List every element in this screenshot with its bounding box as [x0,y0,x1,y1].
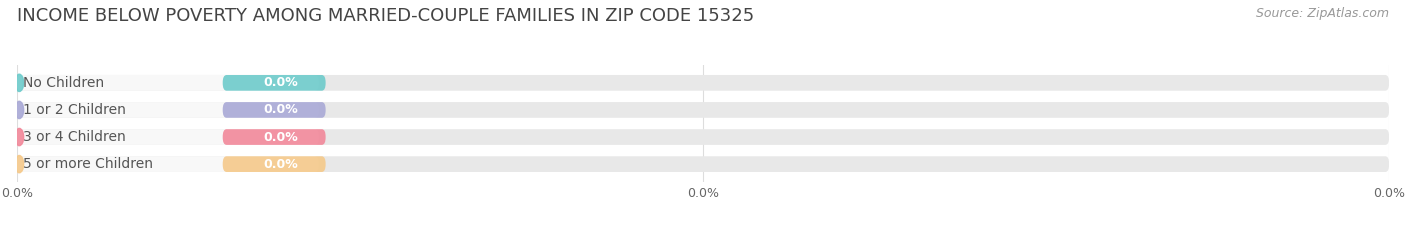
Text: INCOME BELOW POVERTY AMONG MARRIED-COUPLE FAMILIES IN ZIP CODE 15325: INCOME BELOW POVERTY AMONG MARRIED-COUPL… [17,7,754,25]
FancyBboxPatch shape [222,129,326,145]
FancyBboxPatch shape [222,102,326,118]
Text: Source: ZipAtlas.com: Source: ZipAtlas.com [1256,7,1389,20]
Circle shape [15,155,24,173]
Text: 0.0%: 0.0% [263,76,298,89]
FancyBboxPatch shape [17,156,1389,172]
Text: 0.0%: 0.0% [263,130,298,144]
Text: 1 or 2 Children: 1 or 2 Children [22,103,125,117]
FancyBboxPatch shape [222,156,326,172]
Circle shape [15,128,24,146]
Text: 3 or 4 Children: 3 or 4 Children [22,130,125,144]
FancyBboxPatch shape [17,129,1389,145]
Text: 0.0%: 0.0% [263,158,298,171]
Text: 0.0%: 0.0% [263,103,298,116]
FancyBboxPatch shape [222,75,326,91]
FancyBboxPatch shape [17,102,319,118]
FancyBboxPatch shape [17,75,319,91]
Text: 5 or more Children: 5 or more Children [22,157,153,171]
Text: No Children: No Children [22,76,104,90]
FancyBboxPatch shape [17,102,1389,118]
Circle shape [15,101,24,119]
Circle shape [15,74,24,92]
FancyBboxPatch shape [17,156,319,172]
FancyBboxPatch shape [17,129,319,145]
FancyBboxPatch shape [17,75,1389,91]
